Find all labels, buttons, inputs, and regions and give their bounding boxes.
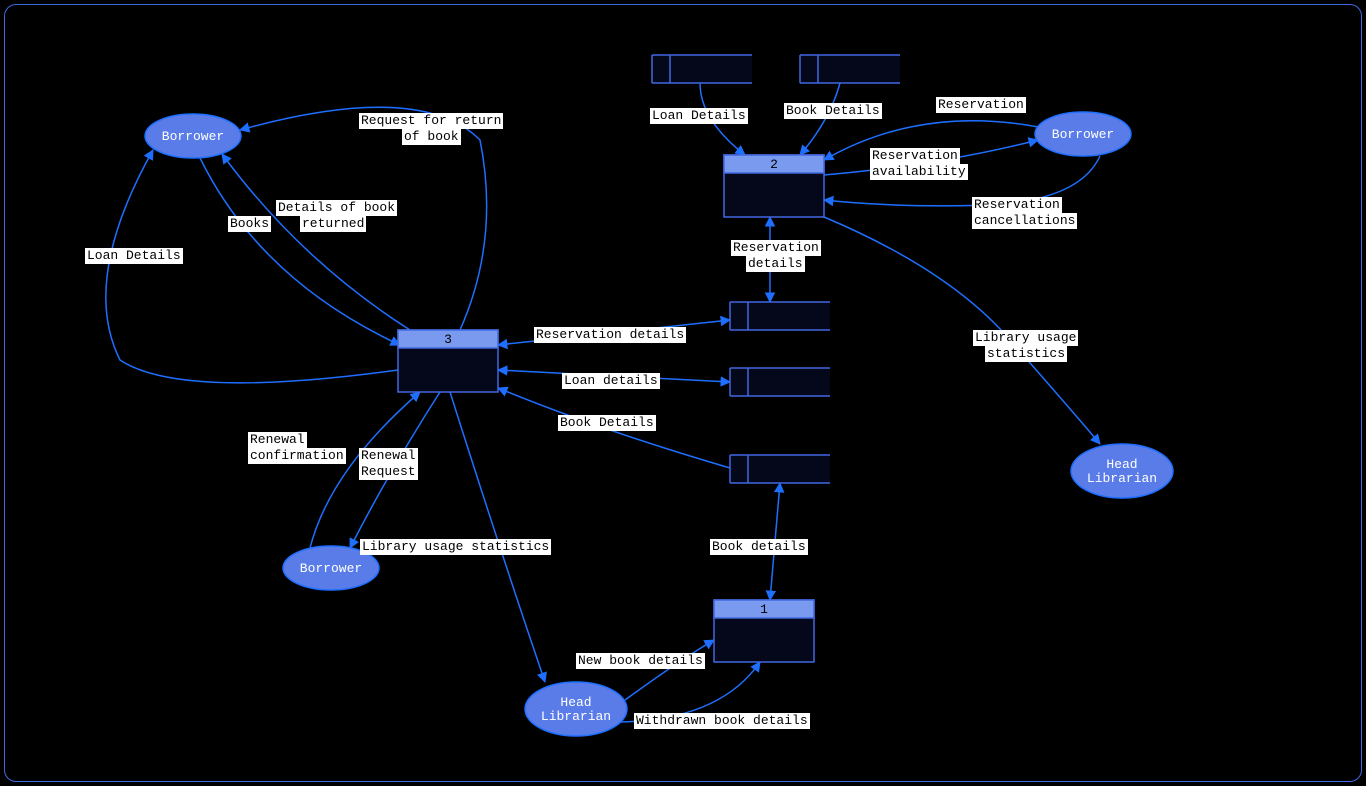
entity-label: Borrower: [1052, 127, 1114, 142]
entity-label: Borrower: [300, 561, 362, 576]
flow-arrow: [450, 392, 545, 682]
entity-head-lib-b: HeadLibrarian: [525, 682, 627, 736]
process-number: 2: [770, 157, 778, 172]
datastore-ds-mid-1: [730, 302, 830, 330]
entity-label: Head: [560, 695, 591, 710]
entity-label: Librarian: [1087, 471, 1157, 486]
flow-label: confirmation: [248, 448, 346, 464]
entity-borrower-tr: Borrower: [1035, 112, 1131, 156]
process-p1: 1: [714, 600, 814, 662]
flow-label: Reservation details: [534, 327, 686, 343]
process-number: 1: [760, 602, 768, 617]
flow-label: Books: [228, 216, 271, 232]
entity-label: Librarian: [541, 709, 611, 724]
flow-label: Loan Details: [85, 248, 183, 264]
datastore-ds-top-l: [652, 55, 752, 83]
flow-label: Reservation: [936, 97, 1026, 113]
flow-label: Book Details: [558, 415, 656, 431]
flow-label: Renewal: [248, 432, 307, 448]
flow-arrow: [106, 150, 398, 383]
flow-label: Loan Details: [650, 108, 748, 124]
flow-label: Request: [359, 464, 418, 480]
process-p3: 3: [398, 330, 498, 392]
flow-label: Book Details: [784, 103, 882, 119]
flow-arrow: [800, 83, 840, 155]
flow-label: New book details: [576, 653, 705, 669]
datastore-ds-mid-3: [730, 455, 830, 483]
flow-label: cancellations: [972, 213, 1077, 229]
flow-label: Renewal: [359, 448, 418, 464]
entity-label: Head: [1106, 457, 1137, 472]
flow-label: Library usage statistics: [360, 539, 551, 555]
flow-label: returned: [300, 216, 366, 232]
flow-label: Details of book: [276, 200, 397, 216]
datastore-ds-mid-2: [730, 368, 830, 396]
flow-label: Withdrawn book details: [634, 713, 810, 729]
process-number: 3: [444, 332, 452, 347]
flow-label: Library usage: [973, 330, 1078, 346]
flow-arrow: [200, 158, 400, 345]
flow-label: Reservation: [972, 197, 1062, 213]
flow-label: Reservation: [731, 240, 821, 256]
process-p2: 2: [724, 155, 824, 217]
flow-label: Loan details: [562, 373, 660, 389]
flow-label: details: [746, 256, 805, 272]
flow-label: Book details: [710, 539, 808, 555]
datastore-ds-top-r: [800, 55, 900, 83]
flow-arrow: [625, 640, 714, 700]
flow-label: Request for return: [359, 113, 503, 129]
entity-label: Borrower: [162, 129, 224, 144]
entity-borrower-tl: Borrower: [145, 114, 241, 158]
entity-head-lib-r: HeadLibrarian: [1071, 444, 1173, 498]
flow-label: of book: [402, 129, 461, 145]
flow-label: statistics: [985, 346, 1067, 362]
flow-arrow: [222, 154, 410, 330]
flow-label: availability: [870, 164, 968, 180]
flow-label: Reservation: [870, 148, 960, 164]
